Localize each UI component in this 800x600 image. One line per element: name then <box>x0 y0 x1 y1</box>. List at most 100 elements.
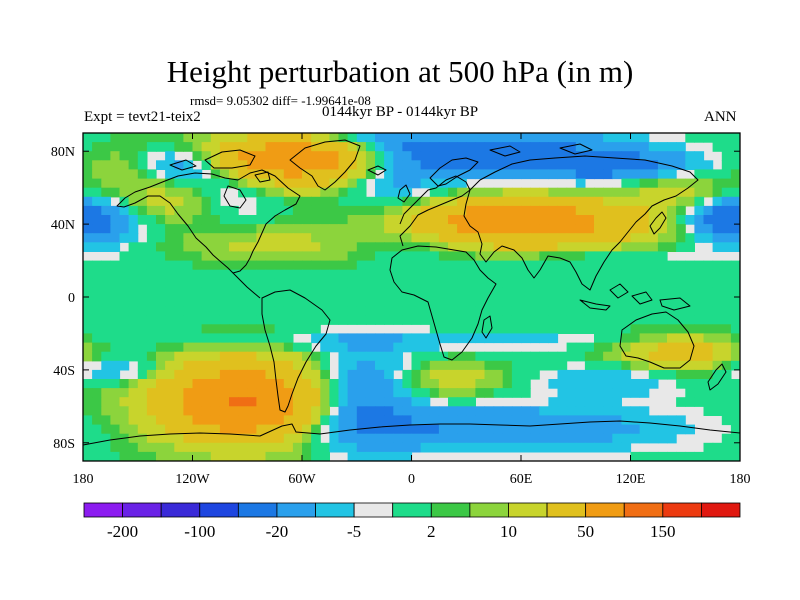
field-cell <box>685 278 695 289</box>
field-cell <box>694 278 705 289</box>
field-cell <box>475 360 486 371</box>
field-cell <box>165 406 175 416</box>
field-cell <box>584 215 595 225</box>
field-cell <box>457 379 467 389</box>
coast-scandinavia <box>429 157 479 187</box>
field-cell <box>621 251 632 262</box>
field-cell <box>548 287 559 298</box>
field-cell <box>584 369 595 380</box>
field-cell <box>274 224 285 234</box>
field-cell <box>575 187 586 198</box>
field-cell <box>183 160 194 170</box>
field-cell <box>210 433 221 444</box>
field-cell <box>384 379 394 389</box>
field-cell <box>119 233 130 243</box>
field-cell <box>466 424 476 435</box>
field-cell <box>92 379 102 389</box>
field-cell <box>584 269 595 280</box>
field-cell <box>256 169 267 180</box>
field-cell <box>667 424 677 435</box>
field-cell <box>375 160 385 170</box>
coast-australia <box>619 311 695 369</box>
field-cell <box>457 360 467 371</box>
field-cell <box>548 424 559 435</box>
field-cell <box>712 269 723 280</box>
field-cell <box>274 196 285 207</box>
field-cell <box>365 433 376 444</box>
field-cell <box>621 369 632 380</box>
field-cell <box>247 287 257 298</box>
field-cell <box>630 424 641 435</box>
field-cell <box>256 433 267 444</box>
field-cell <box>329 397 340 407</box>
field-cell <box>393 242 403 252</box>
field-cell <box>238 242 248 252</box>
field-cell <box>475 324 486 334</box>
field-cell <box>730 306 740 316</box>
field-cell <box>356 379 367 389</box>
field-cell <box>639 142 650 152</box>
field-cell <box>174 424 184 435</box>
field-cell <box>511 415 522 426</box>
field-cell <box>229 433 239 444</box>
field-cell <box>393 442 403 453</box>
field-cell <box>648 169 659 180</box>
field-cell <box>137 351 148 362</box>
field-cell <box>502 369 513 380</box>
field-cell <box>192 151 203 161</box>
field-cell <box>393 160 403 170</box>
field-cell <box>92 215 102 225</box>
field-cell <box>384 287 394 298</box>
field-cell <box>302 196 312 207</box>
field-cell <box>475 442 486 453</box>
field-cell <box>584 142 595 152</box>
field-cell <box>484 233 495 243</box>
field-cell <box>393 406 403 416</box>
field-cell <box>566 196 577 207</box>
field-cell <box>201 142 212 152</box>
field-cell <box>539 406 549 416</box>
field-cell <box>192 242 203 252</box>
field-cell <box>229 160 239 170</box>
field-cell <box>621 215 632 225</box>
field-cell <box>648 369 659 380</box>
field-cell <box>192 315 203 325</box>
field-cell <box>594 315 604 325</box>
field-cell <box>484 333 495 344</box>
field-cell <box>667 333 677 344</box>
field-cell <box>292 442 303 453</box>
field-cell <box>694 369 705 380</box>
field-cell <box>530 269 540 280</box>
field-cell <box>256 133 267 143</box>
field-cell <box>83 215 93 225</box>
field-cell <box>703 215 714 225</box>
field-cell <box>92 451 102 461</box>
field-cell <box>530 351 540 362</box>
field-cell <box>703 233 714 243</box>
field-cell <box>329 133 340 143</box>
field-cell <box>302 315 312 325</box>
field-cell <box>539 224 549 234</box>
field-cell <box>393 133 403 143</box>
field-cell <box>548 233 559 243</box>
field-cell <box>511 233 522 243</box>
field-cell <box>119 351 130 362</box>
field-cell <box>685 351 695 362</box>
field-cell <box>365 205 376 216</box>
field-cell <box>320 169 330 180</box>
field-cell <box>329 242 340 252</box>
field-cell <box>703 324 714 334</box>
field-cell <box>174 433 184 444</box>
field-cell <box>375 451 385 461</box>
field-cell <box>101 178 111 189</box>
field-cell <box>146 205 157 216</box>
field-cell <box>338 187 349 198</box>
field-cell <box>238 142 248 152</box>
field-cell <box>584 242 595 252</box>
field-cell <box>183 333 194 344</box>
field-cell <box>238 187 248 198</box>
field-cell <box>730 242 740 252</box>
field-cell <box>603 306 613 316</box>
field-cell <box>420 433 431 444</box>
field-cell <box>493 442 504 453</box>
